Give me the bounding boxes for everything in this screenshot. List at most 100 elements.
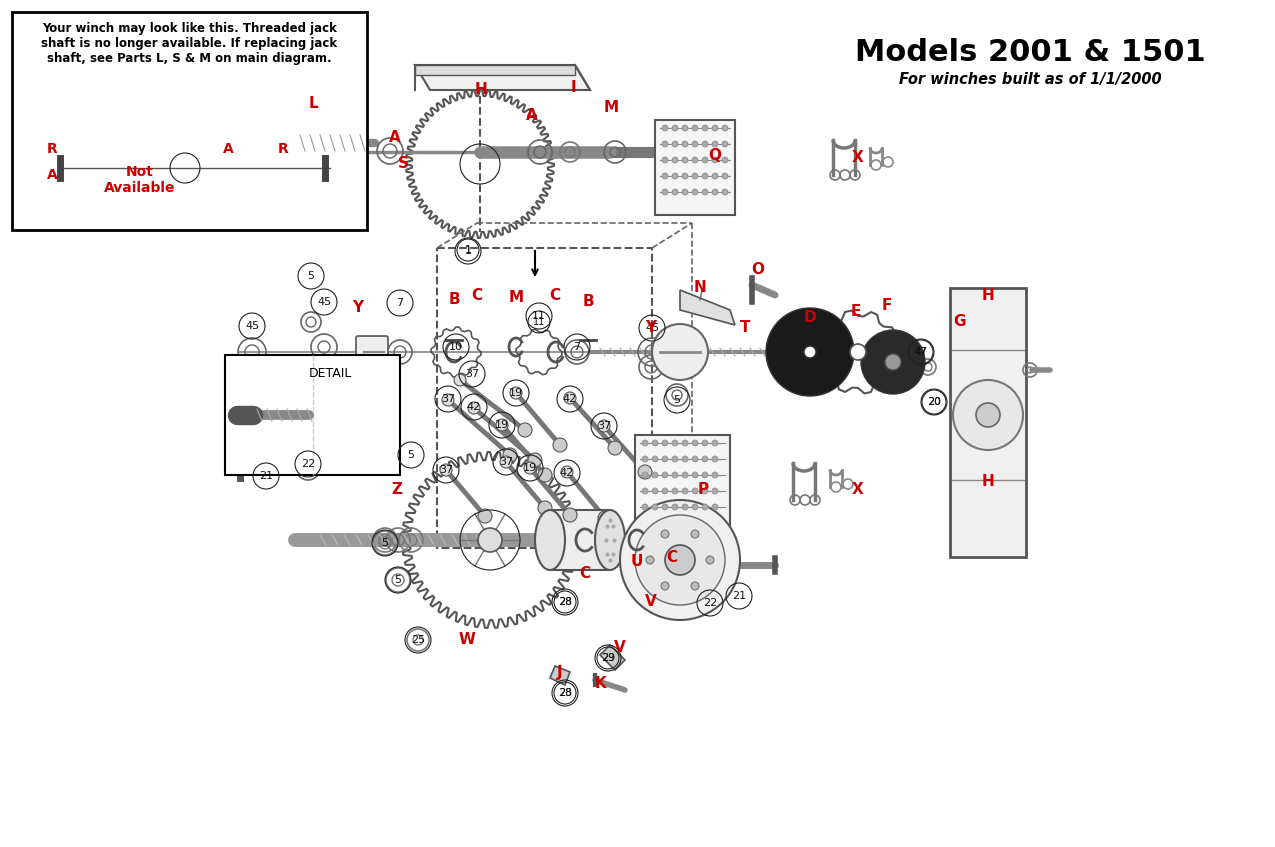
Circle shape: [682, 488, 688, 494]
Circle shape: [692, 456, 697, 462]
Circle shape: [711, 173, 718, 179]
Text: 42: 42: [560, 468, 574, 478]
Circle shape: [468, 402, 479, 414]
Text: N: N: [694, 280, 706, 295]
Text: 21: 21: [732, 591, 746, 601]
Text: A: A: [223, 142, 233, 156]
Text: I: I: [570, 80, 576, 96]
Text: 5: 5: [307, 271, 315, 281]
Text: Models 2001 & 1501: Models 2001 & 1501: [854, 38, 1205, 67]
Circle shape: [652, 472, 658, 478]
Circle shape: [711, 189, 718, 195]
Circle shape: [561, 466, 572, 478]
FancyBboxPatch shape: [950, 288, 1026, 557]
Text: B: B: [583, 295, 594, 309]
Circle shape: [643, 488, 648, 494]
Circle shape: [682, 189, 688, 195]
Text: 7: 7: [397, 298, 404, 308]
Text: U: U: [631, 555, 643, 569]
FancyBboxPatch shape: [550, 510, 609, 570]
Circle shape: [711, 504, 718, 510]
Circle shape: [643, 504, 648, 510]
Text: A: A: [527, 108, 538, 123]
Circle shape: [975, 403, 1000, 427]
Polygon shape: [414, 65, 575, 75]
Text: F: F: [882, 297, 892, 313]
Circle shape: [691, 530, 699, 538]
Text: 37: 37: [597, 421, 611, 431]
Text: 5: 5: [408, 450, 414, 460]
Circle shape: [703, 440, 708, 446]
Circle shape: [518, 423, 532, 437]
Circle shape: [692, 440, 697, 446]
Text: D: D: [803, 311, 816, 325]
Circle shape: [672, 173, 678, 179]
Text: 21: 21: [259, 471, 273, 481]
Circle shape: [703, 472, 708, 478]
Circle shape: [703, 189, 708, 195]
Circle shape: [553, 438, 567, 452]
Text: O: O: [751, 263, 765, 278]
Circle shape: [672, 456, 678, 462]
Circle shape: [440, 464, 453, 476]
Polygon shape: [550, 666, 570, 685]
Circle shape: [682, 141, 688, 147]
Text: 19: 19: [523, 463, 537, 473]
Circle shape: [672, 488, 678, 494]
Text: A: A: [47, 168, 57, 182]
Circle shape: [722, 189, 728, 195]
Text: 7: 7: [574, 342, 580, 352]
Text: 11: 11: [533, 317, 546, 327]
Circle shape: [662, 456, 668, 462]
Text: 25: 25: [411, 635, 425, 645]
Text: 45: 45: [317, 297, 332, 307]
Circle shape: [711, 488, 718, 494]
Circle shape: [672, 141, 678, 147]
Circle shape: [646, 556, 654, 564]
Text: Y: Y: [645, 319, 657, 335]
Text: J: J: [557, 665, 562, 679]
Text: M: M: [509, 291, 524, 306]
Circle shape: [538, 468, 552, 482]
Text: 1: 1: [464, 246, 472, 256]
Circle shape: [722, 141, 728, 147]
Text: Q: Q: [709, 147, 722, 163]
Polygon shape: [601, 645, 625, 670]
Ellipse shape: [595, 510, 625, 570]
Polygon shape: [680, 290, 734, 325]
Circle shape: [691, 582, 699, 590]
Circle shape: [442, 394, 454, 406]
Circle shape: [692, 141, 697, 147]
Circle shape: [662, 440, 668, 446]
Circle shape: [662, 504, 668, 510]
Text: H: H: [982, 474, 994, 490]
Circle shape: [711, 440, 718, 446]
Circle shape: [652, 440, 658, 446]
Text: C: C: [472, 287, 482, 302]
Text: 29: 29: [601, 653, 615, 663]
Text: 47: 47: [914, 347, 927, 357]
Text: 37: 37: [441, 394, 455, 404]
Circle shape: [692, 173, 697, 179]
Circle shape: [703, 173, 708, 179]
Circle shape: [662, 125, 668, 131]
Circle shape: [564, 508, 578, 522]
Circle shape: [682, 125, 688, 131]
Circle shape: [672, 125, 678, 131]
Circle shape: [662, 141, 668, 147]
Circle shape: [538, 501, 552, 515]
Circle shape: [666, 545, 695, 575]
Text: Z: Z: [391, 483, 403, 497]
Circle shape: [952, 380, 1023, 450]
Circle shape: [711, 157, 718, 163]
FancyBboxPatch shape: [356, 336, 388, 368]
Circle shape: [692, 189, 697, 195]
Text: X: X: [852, 151, 864, 165]
Circle shape: [478, 528, 502, 552]
Circle shape: [682, 440, 688, 446]
Circle shape: [635, 515, 725, 605]
FancyBboxPatch shape: [11, 12, 367, 230]
Circle shape: [711, 472, 718, 478]
Text: E: E: [850, 305, 861, 319]
Text: P: P: [697, 483, 709, 497]
